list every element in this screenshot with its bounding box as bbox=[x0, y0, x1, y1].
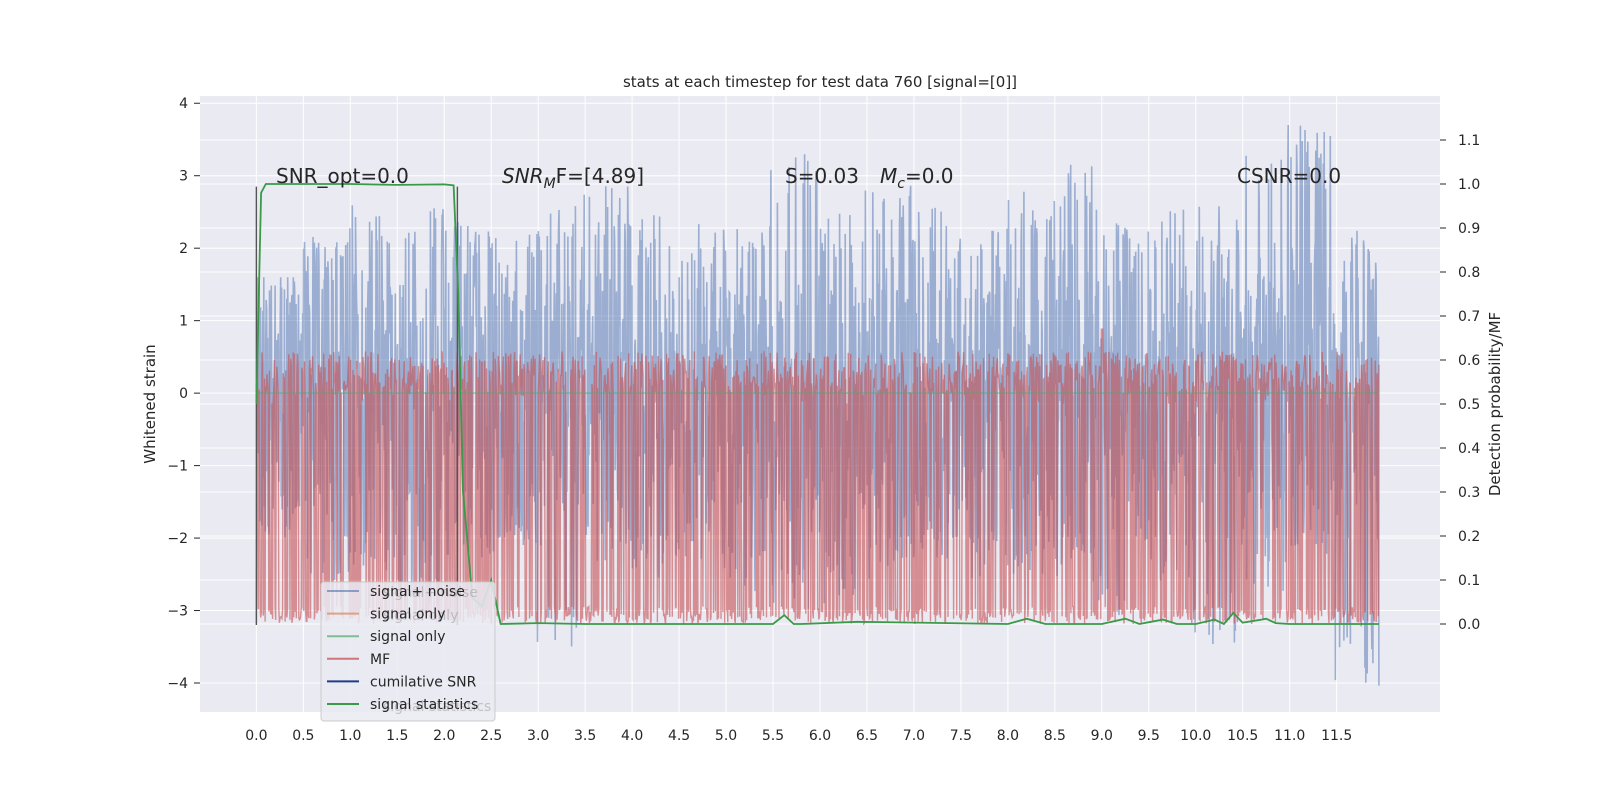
x-tick-label: 10.0 bbox=[1180, 728, 1211, 744]
legend: signal+ noise signal only signal statistic… bbox=[320, 581, 496, 722]
x-tick-label: 5.5 bbox=[762, 728, 784, 744]
x-tick-label: 9.0 bbox=[1091, 728, 1113, 744]
x-tick-label: 5.0 bbox=[715, 728, 737, 744]
y2-tick-label: 0.8 bbox=[1458, 265, 1480, 281]
x-tick-label: 11.5 bbox=[1321, 728, 1352, 744]
mc-annotation: Mc=0.0 bbox=[880, 164, 954, 192]
x-tick-label: 4.5 bbox=[668, 728, 690, 744]
y2-axis-ticks: 1.1 1.0 0.9 0.8 0.7 0.6 0.5 0.4 0.3 0.2 0.1 0.0 bbox=[1440, 133, 1480, 633]
x-tick-label: 1.5 bbox=[386, 728, 408, 744]
y-axis-label: Whitened strain bbox=[141, 344, 159, 463]
x-tick-label: 7.5 bbox=[950, 728, 972, 744]
x-tick-label: 9.5 bbox=[1138, 728, 1160, 744]
legend-entry: cumilative SNR bbox=[370, 674, 477, 690]
x-tick-label: 6.5 bbox=[856, 728, 878, 744]
legend-entry: MF bbox=[370, 652, 390, 668]
y-tick-label: −2 bbox=[167, 531, 188, 547]
x-tick-label: 4.0 bbox=[621, 728, 643, 744]
x-tick-label: 6.0 bbox=[809, 728, 831, 744]
y2-tick-label: 0.4 bbox=[1458, 441, 1480, 457]
y2-tick-label: 0.2 bbox=[1458, 529, 1480, 545]
snr-mf-main: SNR bbox=[502, 164, 544, 188]
y2-tick-label: 0.7 bbox=[1458, 309, 1480, 325]
y2-tick-label: 0.6 bbox=[1458, 353, 1480, 369]
x-tick-label: 8.5 bbox=[1044, 728, 1066, 744]
y2-tick-label: 0.5 bbox=[1458, 397, 1480, 413]
x-tick-label: 7.0 bbox=[903, 728, 925, 744]
legend-ghost-text: signal only bbox=[383, 608, 458, 624]
y-tick-label: 3 bbox=[179, 169, 188, 185]
mc-rest: =0.0 bbox=[905, 164, 954, 188]
snr-mf-rest: F=[4.89] bbox=[556, 164, 644, 188]
y-tick-label: 2 bbox=[179, 241, 188, 257]
legend-ghost-text: signal+ noise bbox=[383, 585, 478, 601]
x-tick-label: 2.0 bbox=[433, 728, 455, 744]
y-tick-label: −1 bbox=[167, 459, 188, 475]
mc-sub: c bbox=[897, 176, 905, 192]
y-tick-label: 1 bbox=[179, 314, 188, 330]
x-axis-ticks: 0.0 0.5 1.0 1.5 2.0 2.5 3.0 3.5 4.0 4.5 5.0 5.5 6.0 6… bbox=[245, 728, 1352, 744]
y2-tick-label: 1.1 bbox=[1458, 133, 1480, 149]
legend-entry: signal+ noise bbox=[370, 584, 465, 600]
x-tick-label: 2.5 bbox=[480, 728, 502, 744]
signal-statistics-series bbox=[255, 183, 1379, 626]
snr-mf-annotation: SNRMF=[4.89] bbox=[502, 164, 644, 192]
snr-mf-sub: M bbox=[544, 176, 556, 192]
y-tick-label: 0 bbox=[179, 386, 188, 402]
chart-title: stats at each timestep for test data 760… bbox=[623, 73, 1017, 91]
y-tick-label: −4 bbox=[167, 676, 188, 692]
legend-entry: signal statistics bbox=[370, 697, 478, 713]
x-tick-label: 3.5 bbox=[574, 728, 596, 744]
x-tick-label: 0.0 bbox=[245, 728, 267, 744]
snr-opt-annotation: SNR_opt=0.0 bbox=[276, 164, 409, 188]
legend-entry: signal only bbox=[370, 607, 445, 623]
x-tick-label: 1.0 bbox=[339, 728, 361, 744]
x-tick-label: 0.5 bbox=[292, 728, 314, 744]
mc-main: M bbox=[880, 164, 897, 188]
csnr-annotation: CSNR=0.0 bbox=[1237, 164, 1341, 188]
y2-tick-label: 0.0 bbox=[1458, 617, 1480, 633]
legend-box bbox=[320, 581, 496, 722]
x-tick-label: 3.0 bbox=[527, 728, 549, 744]
y2-tick-label: 0.3 bbox=[1458, 485, 1480, 501]
y2-tick-label: 0.1 bbox=[1458, 573, 1480, 589]
y2-tick-label: 1.0 bbox=[1458, 177, 1480, 193]
x-tick-label: 11.0 bbox=[1274, 728, 1305, 744]
x-tick-label: 10.5 bbox=[1227, 728, 1258, 744]
y-tick-label: −3 bbox=[167, 604, 188, 620]
y2-tick-label: 0.9 bbox=[1458, 221, 1480, 237]
x-tick-label: 8.0 bbox=[997, 728, 1019, 744]
y-axis-ticks: 4 3 2 1 0 −1 −2 −3 −4 bbox=[167, 96, 200, 692]
legend-ghost-text: signal statistics bbox=[383, 699, 491, 715]
legend-entry: signal only bbox=[370, 629, 445, 645]
y-tick-label: 4 bbox=[179, 96, 188, 112]
y2-axis-label: Detection probability/MF bbox=[1486, 312, 1504, 496]
signal-statistics-line bbox=[255, 183, 1379, 626]
s-stat-annotation: S=0.03 bbox=[785, 164, 859, 188]
